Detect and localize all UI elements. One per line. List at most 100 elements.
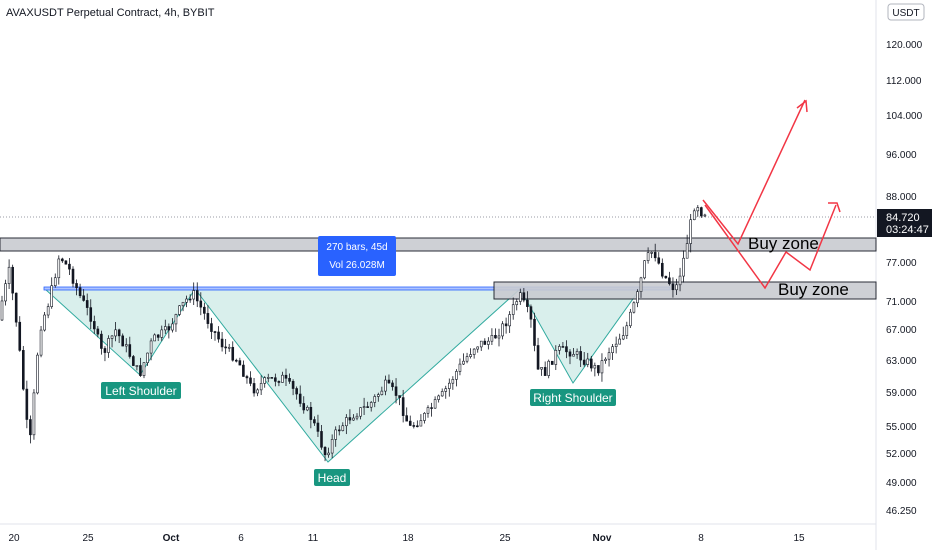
candle bbox=[611, 346, 614, 354]
candle bbox=[96, 328, 100, 335]
candle bbox=[653, 252, 657, 259]
candle bbox=[689, 219, 693, 244]
candle bbox=[256, 389, 259, 394]
candles-layer bbox=[0, 205, 707, 462]
candle bbox=[100, 333, 103, 349]
candle bbox=[185, 298, 188, 303]
candle bbox=[249, 377, 252, 384]
buy-zone-lower-box[interactable] bbox=[493, 281, 877, 300]
candle bbox=[284, 374, 288, 379]
candle bbox=[71, 268, 75, 284]
currency-badge[interactable] bbox=[887, 3, 925, 21]
candle bbox=[561, 346, 565, 348]
candle bbox=[298, 393, 302, 404]
time-tick-label: Nov bbox=[593, 533, 612, 544]
candle bbox=[380, 390, 384, 395]
price-axis[interactable]: 120.000 112.000 104.000 96.000 88.000 77.000 7… bbox=[886, 40, 923, 517]
candle bbox=[362, 406, 366, 408]
candle bbox=[412, 425, 416, 427]
countdown-value: 03:24:47 bbox=[886, 224, 929, 236]
candle bbox=[139, 365, 142, 376]
candle bbox=[430, 407, 433, 409]
candle bbox=[181, 301, 185, 307]
candle bbox=[14, 292, 18, 323]
measure-info-box[interactable] bbox=[318, 236, 396, 276]
left-shoulder-label: Left Shoulder bbox=[105, 384, 176, 398]
price-tick-label: 67.000 bbox=[886, 325, 917, 336]
candle bbox=[4, 283, 7, 302]
buy-zone-upper-box[interactable] bbox=[0, 237, 877, 252]
candle bbox=[401, 397, 405, 416]
candle bbox=[29, 419, 32, 436]
candle bbox=[668, 277, 671, 285]
candle bbox=[164, 326, 167, 331]
candle bbox=[696, 207, 700, 212]
time-axis[interactable]: 20 25 Oct 6 11 18 25 Nov 8 15 bbox=[8, 533, 805, 544]
candle bbox=[21, 350, 25, 390]
candle bbox=[572, 354, 575, 357]
candle bbox=[625, 325, 629, 336]
candle bbox=[334, 429, 338, 440]
candle bbox=[259, 383, 263, 391]
candle bbox=[579, 351, 582, 361]
candle bbox=[167, 326, 171, 331]
candle bbox=[671, 283, 675, 291]
currency-label: USDT bbox=[892, 8, 919, 19]
candle bbox=[114, 329, 117, 337]
price-tick-label: 59.000 bbox=[886, 388, 917, 399]
candle bbox=[206, 313, 210, 324]
candle bbox=[263, 377, 267, 384]
candle bbox=[220, 338, 224, 348]
candle bbox=[444, 388, 448, 392]
projection-arrowhead-upper bbox=[796, 99, 808, 113]
candle bbox=[568, 351, 572, 357]
candle bbox=[582, 359, 586, 365]
candle bbox=[703, 214, 707, 217]
candle bbox=[405, 415, 409, 422]
candle bbox=[660, 262, 664, 277]
candle bbox=[288, 377, 291, 382]
left-shoulder-badge[interactable] bbox=[101, 382, 181, 399]
candle bbox=[359, 407, 362, 417]
candle bbox=[153, 334, 156, 342]
candle bbox=[313, 419, 316, 424]
projection-path-upper[interactable] bbox=[702, 99, 806, 246]
candle bbox=[266, 377, 270, 379]
price-tick-label: 71.000 bbox=[886, 297, 917, 308]
candle bbox=[203, 306, 206, 314]
candle bbox=[472, 348, 476, 355]
candle bbox=[235, 359, 238, 362]
price-tick-label: 55.000 bbox=[886, 422, 917, 433]
candle bbox=[643, 260, 646, 279]
time-tick-label: 15 bbox=[793, 533, 805, 544]
candle bbox=[302, 403, 306, 411]
candle bbox=[597, 365, 600, 374]
candle bbox=[93, 321, 96, 330]
projection-path-lower[interactable] bbox=[704, 204, 837, 290]
head-shoulders-pattern[interactable] bbox=[43, 288, 641, 463]
candle bbox=[64, 260, 68, 265]
candle bbox=[575, 351, 579, 355]
measure-volume-label: Vol 26.028M bbox=[329, 260, 385, 271]
candle bbox=[497, 335, 501, 339]
right-shoulder-badge[interactable] bbox=[530, 389, 616, 406]
candle bbox=[277, 381, 281, 383]
candle bbox=[7, 266, 11, 284]
time-tick-label: 25 bbox=[82, 533, 94, 544]
candle bbox=[117, 329, 121, 337]
candle bbox=[89, 307, 93, 322]
candle bbox=[416, 425, 419, 428]
candle bbox=[210, 323, 213, 332]
candle bbox=[504, 323, 508, 327]
time-tick-label: 8 bbox=[698, 533, 704, 544]
candle bbox=[213, 331, 217, 333]
candle bbox=[518, 292, 522, 302]
head-label: Head bbox=[318, 471, 347, 485]
head-badge[interactable] bbox=[314, 469, 350, 486]
price-tick-label: 46.250 bbox=[886, 506, 917, 517]
candle bbox=[178, 305, 181, 315]
candle bbox=[245, 376, 249, 379]
candle bbox=[320, 431, 323, 448]
candle bbox=[554, 349, 558, 365]
